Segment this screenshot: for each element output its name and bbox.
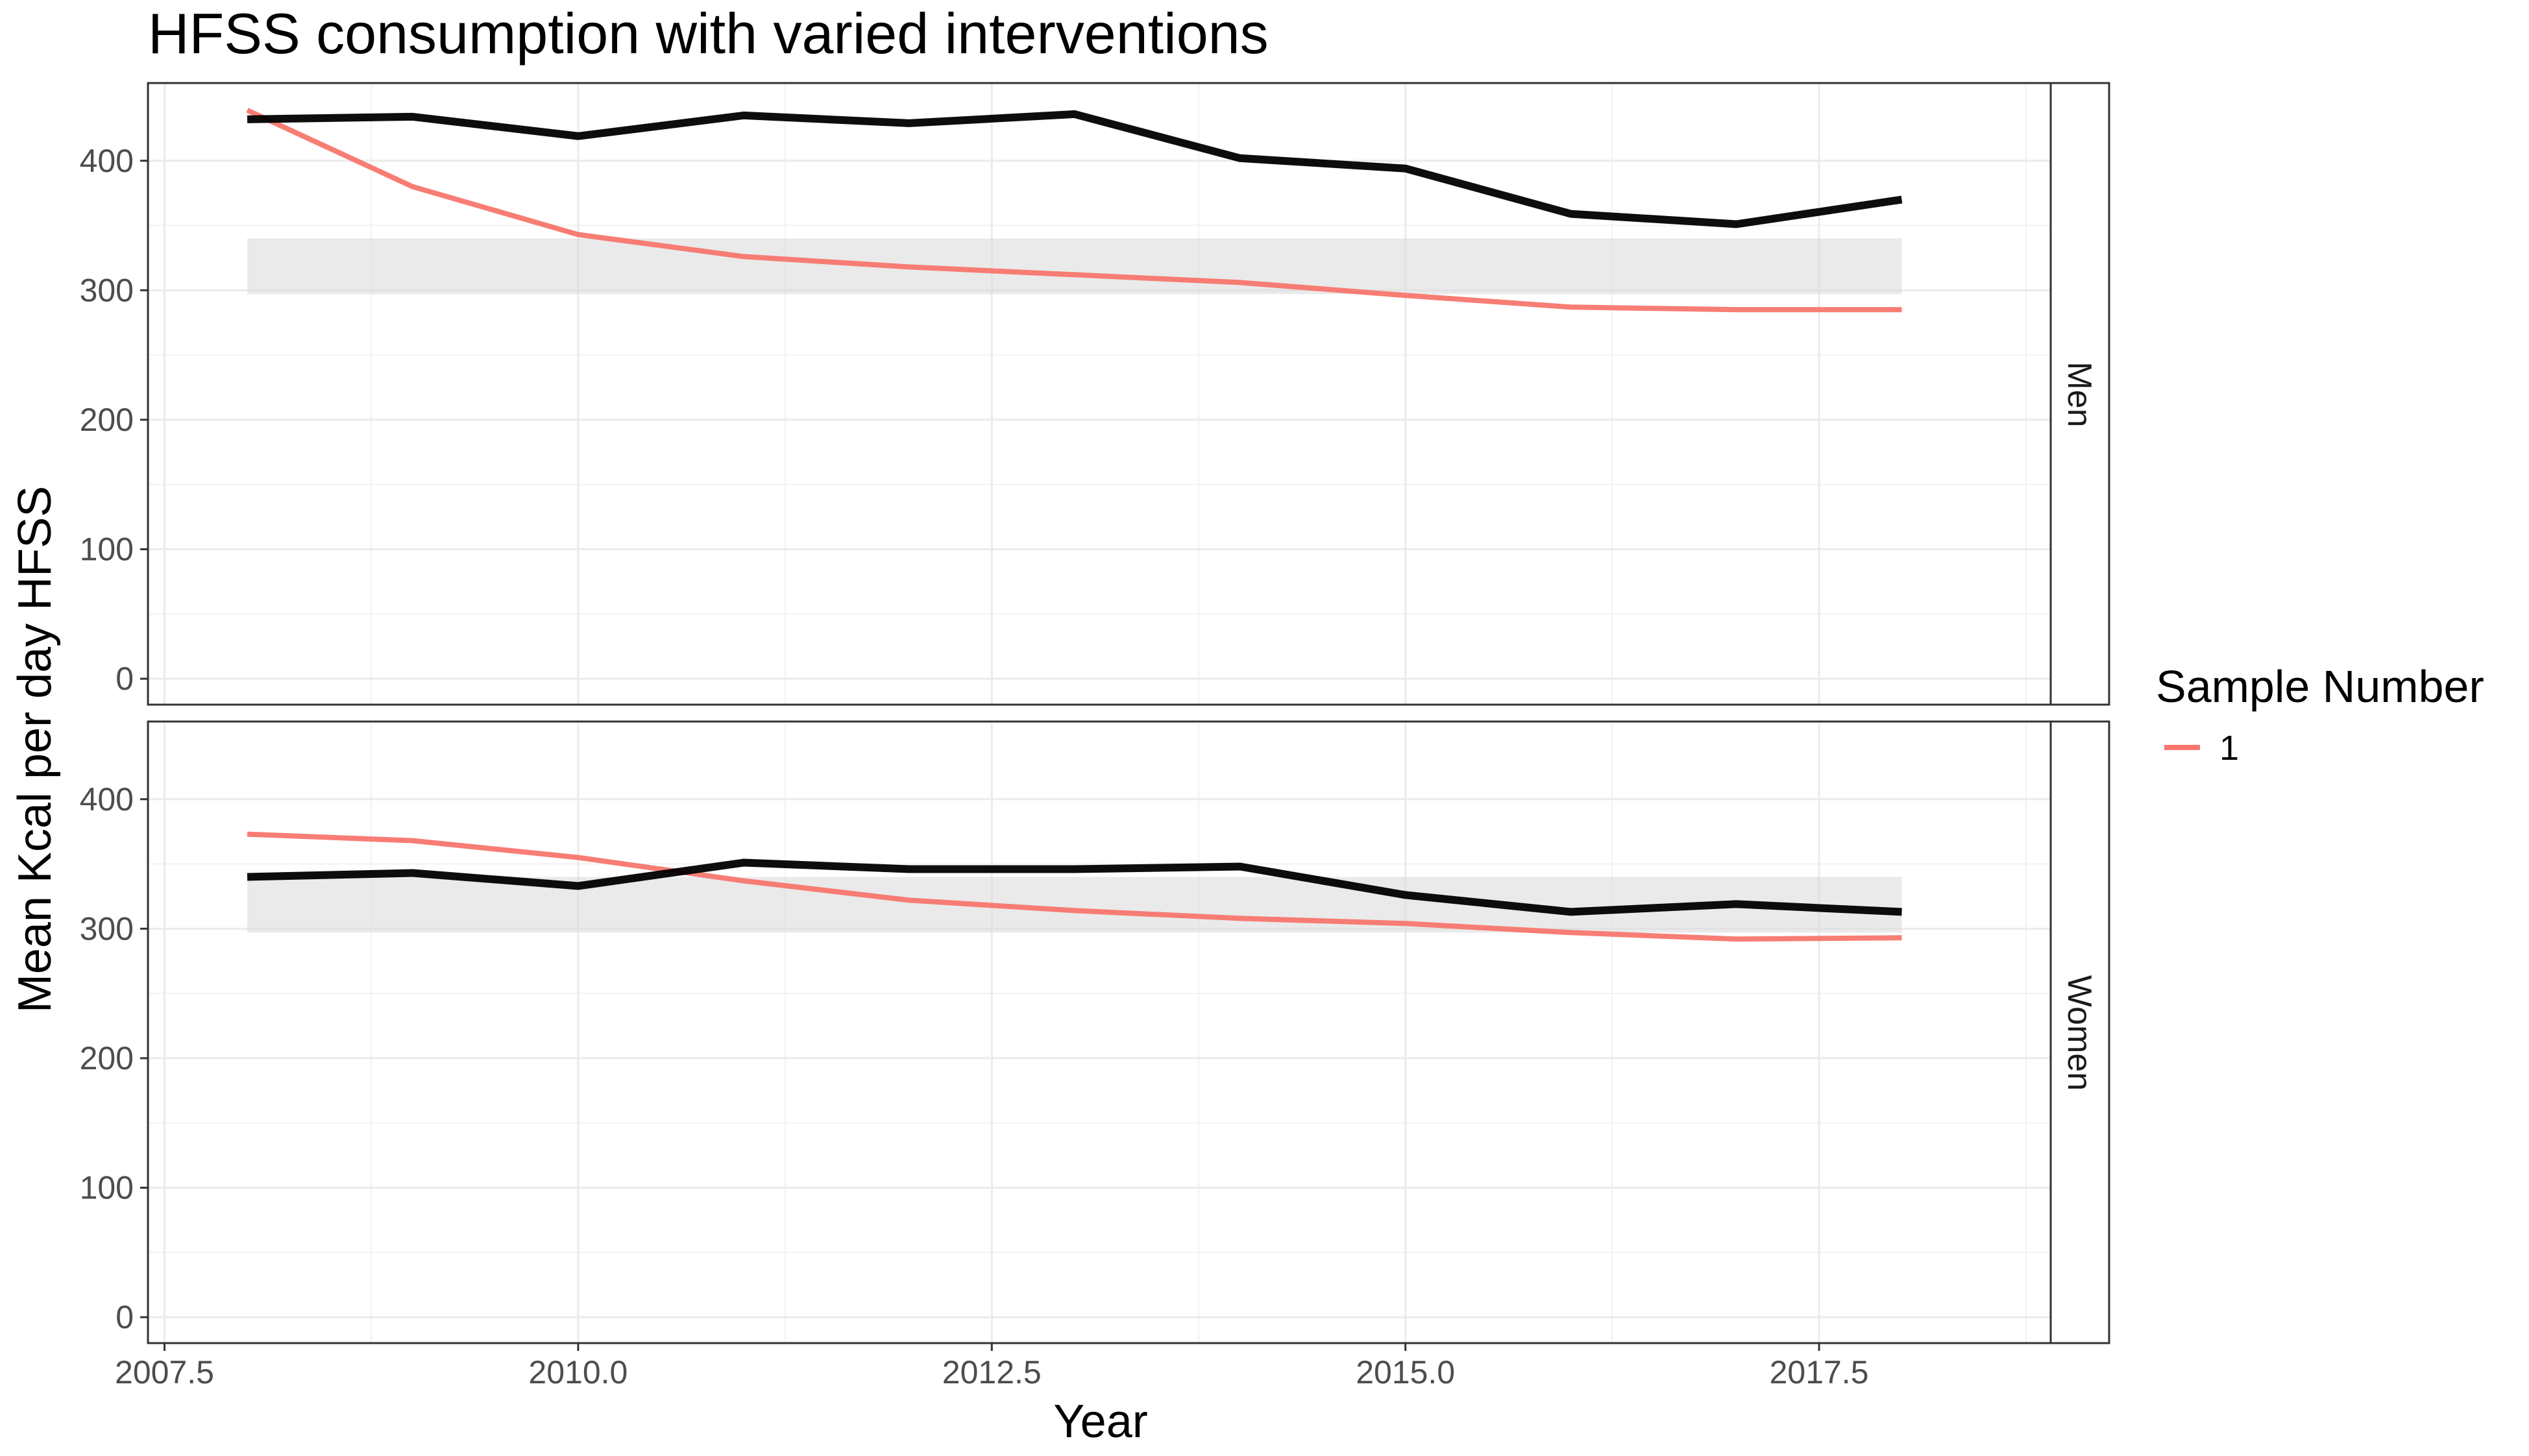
facet-panel-men: 0 100 200 300 400 Men — [80, 82, 2110, 706]
strip-label: Women — [2060, 975, 2098, 1091]
x-axis: 2007.5 2010.0 2012.5 2015.0 2017.5 — [115, 1343, 1869, 1390]
reference-line-men — [247, 110, 1903, 228]
y-tick-label: 0 — [116, 661, 134, 697]
y-tick-label: 300 — [80, 910, 134, 947]
y-tick-label: 100 — [80, 1170, 134, 1206]
target-band — [247, 238, 1902, 295]
y-tick-label: 300 — [80, 272, 134, 308]
x-tick-label: 2007.5 — [115, 1354, 214, 1390]
y-tick-label: 0 — [116, 1299, 134, 1335]
legend: Sample Number 1 — [2156, 661, 2484, 768]
y-tick-label: 200 — [80, 1040, 134, 1076]
reference-line-women — [247, 858, 1902, 916]
sample-line-men — [246, 108, 1902, 313]
x-axis-title: Year — [1053, 1396, 1147, 1448]
facet-panels: 0 100 200 300 400 Men 0 100 200 300 400 Women — [80, 82, 2110, 1344]
y-tick-label: 400 — [80, 143, 134, 179]
y-tick-label: 400 — [80, 781, 134, 818]
facet-panel-women: 0 100 200 300 400 Women — [80, 720, 2110, 1344]
x-tick-label: 2015.0 — [1356, 1354, 1455, 1390]
chart-title: HFSS consumption with varied interventio… — [148, 1, 1269, 66]
strip-label: Men — [2060, 361, 2098, 427]
y-tick-label: 100 — [80, 531, 134, 568]
y-tick-label: 200 — [80, 402, 134, 438]
y-axis-title: Mean Kcal per day HFSS — [9, 486, 61, 1013]
x-tick-label: 2012.5 — [942, 1354, 1042, 1390]
legend-title: Sample Number — [2156, 661, 2484, 712]
facet-strip-men: Men — [2049, 82, 2110, 706]
legend-label: 1 — [2219, 729, 2239, 768]
target-band — [247, 877, 1902, 933]
x-tick-label: 2010.0 — [528, 1354, 628, 1390]
facet-strip-women: Women — [2049, 720, 2110, 1344]
x-tick-label: 2017.5 — [1770, 1354, 1869, 1390]
sample-line-women — [247, 831, 1902, 942]
